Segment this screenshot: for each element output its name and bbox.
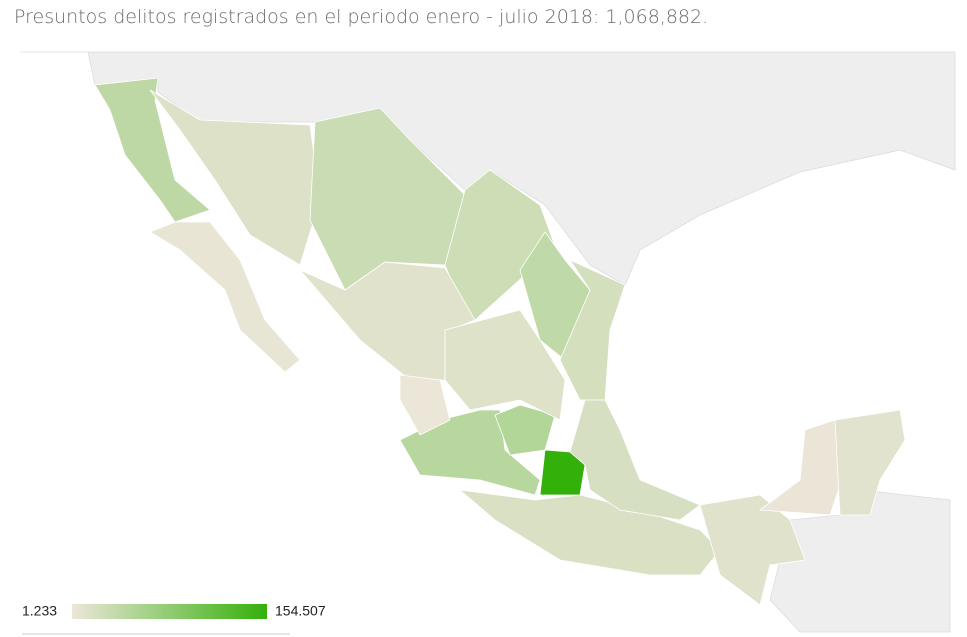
legend-max-label: 154.507 [275,603,326,619]
legend-gradient [72,604,267,619]
region [149,221,301,373]
region [699,494,806,606]
region [569,399,701,521]
regions [94,77,906,606]
region [149,89,321,266]
map-title: Presuntos delitos registrados en el peri… [14,6,709,28]
region [399,374,451,436]
region [94,77,211,223]
region [834,409,906,516]
region [444,309,566,421]
legend-min-label: 1.233 [22,603,57,619]
region [494,404,556,456]
region [399,409,541,496]
